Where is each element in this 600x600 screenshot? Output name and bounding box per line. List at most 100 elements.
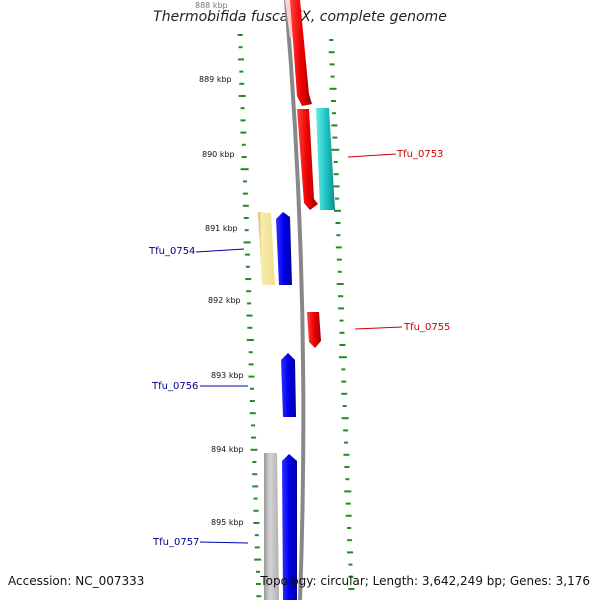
gc-tick	[328, 51, 335, 54]
gene-labels: Tfu_0753 Tfu_0754 Tfu_0755 Tfu_0756 Tfu_…	[148, 149, 450, 548]
gc-tick	[246, 339, 254, 341]
gc-tick	[344, 441, 349, 444]
gc-tick	[238, 46, 243, 49]
gc-tick	[255, 583, 261, 585]
gc-tick	[345, 514, 352, 517]
gc-tick	[329, 87, 337, 90]
gc-tick	[240, 131, 247, 134]
gc-tick	[248, 363, 254, 366]
feature-tfu-0753[interactable]	[297, 109, 318, 210]
feature-tfu-0754[interactable]	[276, 212, 292, 285]
feature-gray[interactable]	[264, 453, 279, 600]
gc-tick	[341, 368, 346, 371]
gene-label-tfu-0755[interactable]: Tfu_0755	[403, 322, 450, 333]
gc-tick	[335, 197, 340, 200]
gc-tick	[253, 522, 260, 524]
gc-tick	[335, 246, 342, 249]
feature-tfu-0755[interactable]	[307, 312, 321, 348]
gc-tick	[251, 424, 256, 427]
gc-tick	[249, 400, 255, 402]
tick-label-894: 894 kbp	[211, 445, 244, 454]
gc-tick	[347, 527, 352, 529]
gc-tick	[344, 466, 350, 468]
gc-tick	[342, 405, 347, 407]
gc-tick	[252, 485, 259, 488]
gc-tick	[345, 478, 350, 481]
gc-tick	[331, 112, 336, 115]
gc-track-right	[328, 39, 355, 590]
gc-tick	[333, 173, 339, 176]
gc-tick	[240, 107, 245, 110]
gc-tick	[242, 204, 249, 207]
gc-tick	[329, 39, 334, 41]
gc-tick	[241, 156, 247, 158]
gc-tick	[331, 124, 338, 127]
gc-tick	[242, 192, 248, 195]
tick-label-889: 889 kbp	[199, 75, 232, 84]
gc-tick	[348, 588, 355, 590]
callout-line-tfu-0757	[199, 541, 249, 544]
gc-tick	[341, 417, 349, 420]
gc-tick	[336, 258, 342, 261]
gc-tick	[248, 375, 255, 378]
gc-tick	[343, 453, 350, 456]
gc-tick	[256, 595, 262, 598]
feature-tfu-0756[interactable]	[281, 353, 296, 417]
gc-tick	[246, 290, 252, 293]
scale-labels: 889 kbp 890 kbp 891 kbp 892 kbp 893 kbp …	[199, 75, 244, 527]
gc-tick	[347, 539, 353, 542]
feature-yellow[interactable]	[258, 212, 275, 285]
gc-tick	[243, 217, 249, 219]
gc-tick	[348, 575, 354, 578]
gc-tick	[330, 100, 336, 102]
gc-tick	[331, 148, 340, 151]
gc-tick	[333, 185, 340, 188]
callout-line-tfu-0755	[354, 326, 403, 330]
gc-tick	[339, 344, 346, 346]
gc-tick	[239, 70, 244, 73]
gc-tick	[248, 351, 253, 354]
accession-text: Accession: NC_007333	[8, 574, 145, 588]
gc-tick	[241, 143, 246, 146]
gc-tick	[246, 314, 253, 317]
features	[258, 0, 335, 600]
gc-tick	[337, 270, 342, 273]
gc-tick	[243, 241, 251, 244]
feature-tfu-0757[interactable]	[282, 454, 297, 600]
gc-tick	[256, 570, 261, 573]
gc-tick	[239, 82, 245, 85]
feature-rna-cyan[interactable]	[316, 108, 335, 210]
gene-label-tfu-0753[interactable]: Tfu_0753	[396, 149, 443, 160]
gc-tick	[339, 331, 345, 334]
gc-tick	[335, 222, 341, 224]
gc-tick	[254, 558, 262, 561]
gc-tick	[243, 180, 248, 183]
gene-label-tfu-0756[interactable]: Tfu_0756	[151, 381, 198, 392]
gc-tick	[341, 392, 348, 395]
gc-tick	[329, 63, 335, 66]
gc-tick	[249, 412, 256, 415]
feature-reverse-cds-top[interactable]	[290, 0, 312, 106]
gc-tick	[253, 497, 258, 500]
gc-tick	[330, 75, 335, 78]
gc-tick	[245, 265, 250, 268]
gc-tick	[237, 58, 244, 61]
gene-label-tfu-0757[interactable]: Tfu_0757	[152, 537, 199, 548]
gc-tick	[336, 234, 341, 237]
gc-tick	[338, 295, 344, 298]
gc-tick	[338, 307, 345, 310]
tick-label-893: 893 kbp	[211, 371, 244, 380]
gc-tick	[249, 387, 254, 390]
gc-tick	[254, 534, 259, 537]
gc-tick	[247, 326, 253, 329]
gc-tick	[251, 436, 257, 439]
tick-label-888: 888 kbp	[195, 1, 228, 10]
gc-tick	[245, 278, 252, 280]
callout-line-tfu-0754	[195, 248, 245, 253]
gc-tick	[244, 253, 250, 256]
gc-track-left	[237, 34, 262, 598]
gene-label-tfu-0754[interactable]: Tfu_0754	[148, 246, 195, 257]
gc-tick	[341, 380, 347, 383]
gc-tick	[347, 551, 354, 554]
